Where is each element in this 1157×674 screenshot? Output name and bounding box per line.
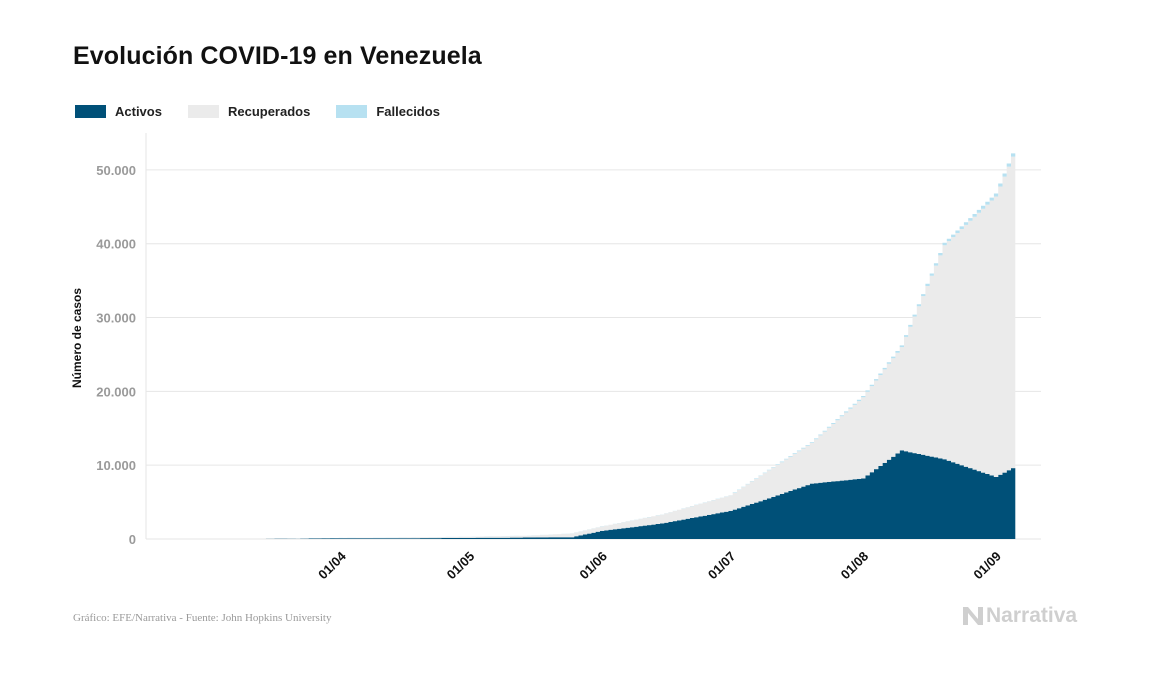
legend-item-recuperados: Recuperados — [187, 104, 311, 119]
y-axis-label: Número de casos — [70, 288, 84, 388]
y-tick-label: 50.000 — [96, 163, 136, 178]
legend-swatch-recuperados — [187, 105, 219, 118]
legend-item-fallecidos: Fallecidos — [336, 104, 440, 119]
x-tick-label: 01/07 — [705, 549, 739, 583]
y-tick-label: 10.000 — [96, 458, 136, 473]
x-tick-label: 01/04 — [315, 548, 349, 582]
chart-title: Evolución COVID-19 en Venezuela — [73, 42, 482, 70]
axis-layer: 01/04 01/05 01/06 01/07 01/08 01/09 — [315, 548, 1004, 582]
source-note: Gráfico: EFE/Narrativa - Fuente: John Ho… — [73, 612, 332, 624]
narrativa-logo-icon — [963, 607, 983, 625]
x-tick-label: 01/09 — [970, 549, 1004, 583]
y-tick-label: 40.000 — [96, 237, 136, 252]
brand-name: Narrativa — [986, 604, 1078, 627]
legend-label-recuperados: Recuperados — [227, 104, 311, 119]
legend-item-activos: Activos — [75, 104, 162, 119]
brand-logo: Narrativa — [963, 604, 1077, 628]
legend-label-fallecidos: Fallecidos — [376, 104, 440, 119]
legend-swatch-activos — [75, 105, 106, 118]
x-tick-label: 01/05 — [444, 549, 478, 583]
x-tick-label: 01/06 — [576, 549, 610, 583]
area-layer — [265, 153, 1016, 539]
y-tick-label: 30.000 — [96, 311, 136, 326]
y-tick-label: 0 — [129, 532, 136, 547]
x-tick-label: 01/08 — [838, 549, 872, 583]
y-tick-label: 20.000 — [96, 384, 136, 399]
legend-label-activos: Activos — [115, 104, 162, 119]
area-recuperados — [265, 156, 1016, 539]
legend-swatch-fallecidos — [336, 105, 368, 118]
area-activos — [265, 450, 1016, 539]
legend: Activos Recuperados Fallecidos — [75, 104, 466, 119]
